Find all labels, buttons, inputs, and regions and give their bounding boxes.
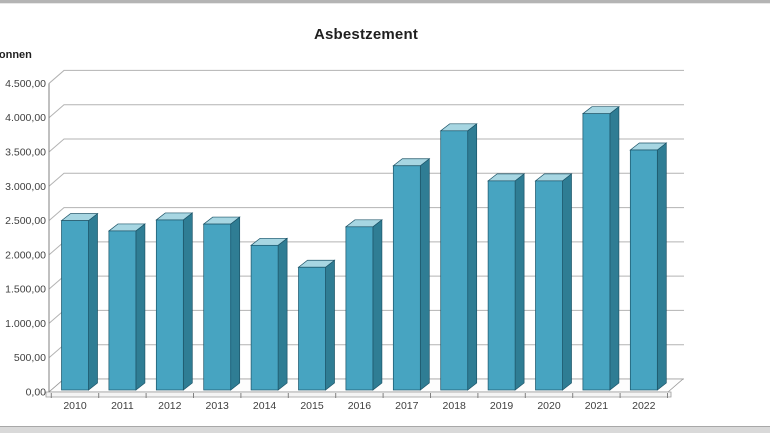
chart-title: Asbestzement — [313, 26, 419, 43]
bar-side-face — [562, 173, 572, 391]
x-tick-label: 2021 — [585, 400, 609, 412]
bar — [155, 219, 184, 391]
y-tick-label: 3.500,00 — [5, 147, 46, 159]
bar — [203, 223, 232, 391]
y-tick-label: 2.000,00 — [5, 249, 46, 261]
gridline — [48, 104, 684, 119]
bar — [250, 244, 279, 391]
bar — [440, 130, 469, 391]
x-tick-label: 2013 — [206, 400, 230, 412]
bar-side-face — [467, 123, 478, 391]
gridline — [48, 207, 684, 221]
y-tick-label: 3.000,00 — [5, 181, 46, 193]
x-tick-label: 2016 — [348, 400, 372, 412]
chart-floor-front — [45, 391, 672, 398]
x-tick-label: 2018 — [443, 400, 467, 412]
y-tick-label: 0,00 — [26, 387, 47, 399]
gridline — [48, 172, 684, 187]
bar-side-face — [135, 223, 146, 391]
bar-side-face — [325, 259, 335, 391]
bar — [582, 113, 611, 391]
bar-side-face — [514, 173, 525, 391]
y-tick-label: 1.500,00 — [5, 284, 46, 296]
bar — [108, 230, 137, 391]
bar — [345, 226, 374, 391]
bar-side-face — [609, 105, 620, 391]
gridline — [48, 138, 684, 153]
bar — [392, 165, 421, 391]
window-bottom-edge — [0, 426, 770, 433]
bar — [61, 220, 89, 391]
x-tick-label: 2014 — [253, 400, 277, 412]
x-tick-label: 2020 — [537, 400, 561, 412]
y-tick-label: 4.500,00 — [5, 78, 46, 90]
y-tick-label: 2.500,00 — [5, 215, 46, 227]
bar-side-face — [656, 142, 667, 391]
bar — [487, 180, 516, 391]
bar-side-face — [182, 212, 193, 391]
bar-side-face — [419, 158, 430, 391]
window-top-edge — [0, 0, 770, 4]
bar-side-face — [277, 237, 288, 391]
bar — [535, 180, 563, 391]
bar — [298, 266, 326, 391]
bar — [629, 149, 658, 391]
bar-side-face — [88, 212, 98, 391]
x-tick-label: 2019 — [490, 400, 514, 412]
x-tick-label: 2015 — [300, 400, 324, 412]
x-tick-label: 2017 — [395, 400, 419, 412]
x-tick-label: 2011 — [111, 400, 134, 412]
bar-side-face — [372, 219, 383, 391]
gridline — [48, 69, 684, 84]
y-tick-label: 4.000,00 — [5, 112, 46, 124]
y-axis-label: Tonnen — [0, 49, 32, 61]
x-tick-label: 2010 — [63, 400, 87, 412]
bar-side-face — [230, 216, 241, 391]
x-tick-label: 2012 — [158, 400, 182, 412]
x-tick-label: 2022 — [632, 400, 656, 412]
y-tick-label: 500,00 — [14, 352, 46, 364]
y-tick-label: 1.000,00 — [5, 318, 46, 330]
